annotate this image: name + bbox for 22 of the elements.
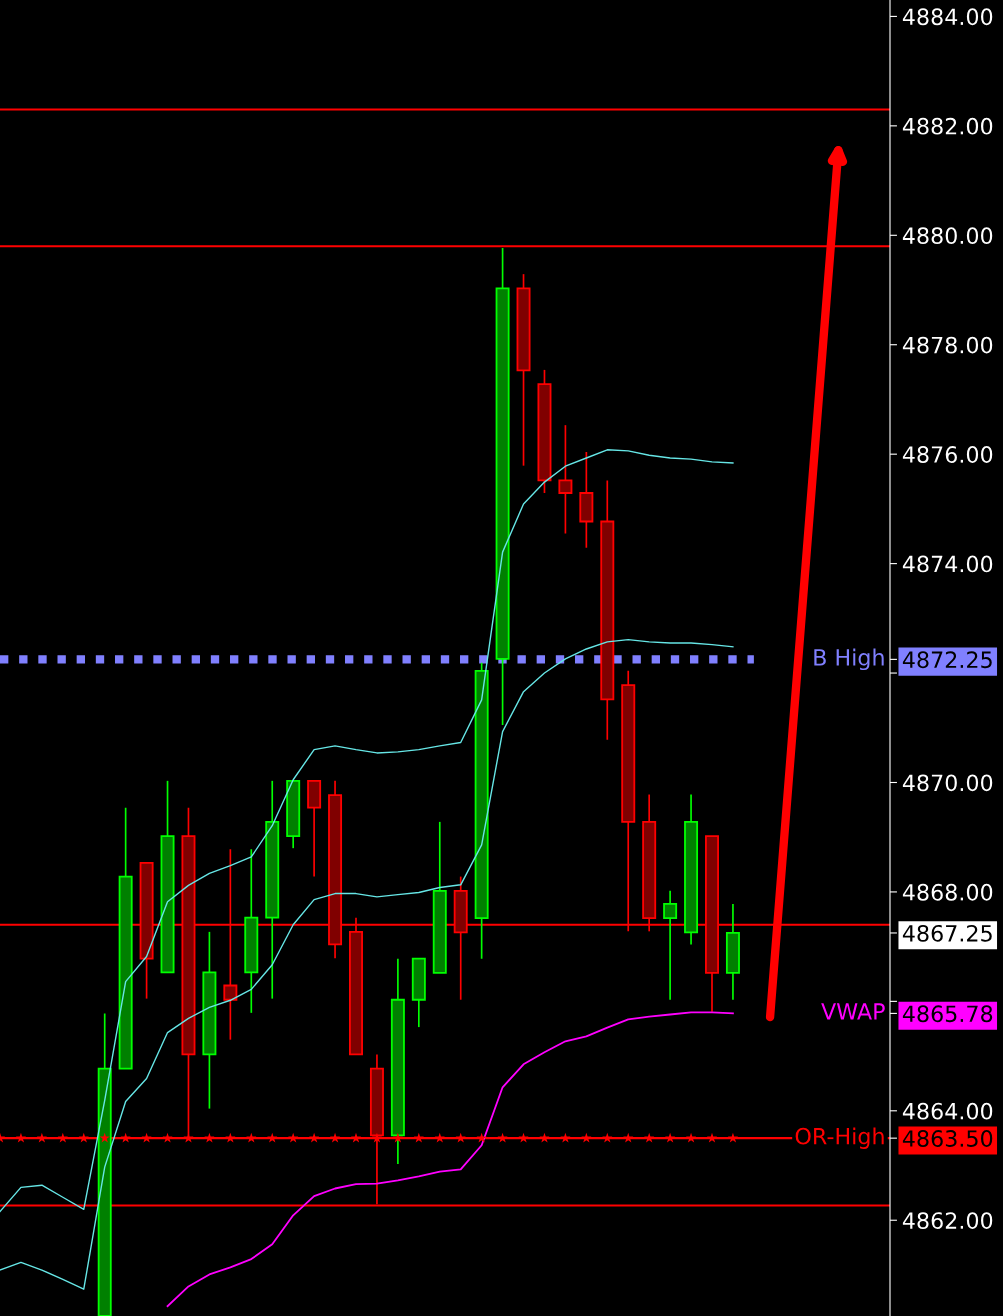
y-tick-label: 4863.50: [902, 1130, 993, 1147]
y-tick-label: 4862.00: [902, 1212, 993, 1229]
y-tick-label: 4880.00: [902, 227, 993, 245]
ref-line-label: OR-High: [795, 1127, 884, 1149]
candlestick: [663, 889, 678, 1001]
line-series: [0, 638, 734, 1290]
ref-line-label: B High: [814, 648, 884, 671]
y-tick-label: 4868.00: [902, 883, 993, 901]
y-tick-label: 4876.00: [902, 446, 993, 463]
y-tick-label: 4865.78: [902, 1005, 993, 1023]
y-tick-label: 4867.25: [902, 924, 992, 942]
y-tick-label: 4872.25: [902, 651, 992, 669]
y-tick-label: 4870.00: [902, 774, 993, 792]
line-series: [166, 1011, 734, 1308]
y-tick-label: 4878.00: [902, 336, 993, 354]
candlestick: [558, 424, 573, 535]
y-tick-label: 4884.00: [902, 8, 993, 26]
y-tick-label: 4864.00: [902, 1102, 993, 1120]
line-series: [0, 449, 734, 1213]
legend-label: VWAP: [821, 1003, 885, 1020]
y-tick-label: 4874.00: [902, 555, 993, 573]
y-tick-label: 4882.00: [902, 117, 993, 135]
